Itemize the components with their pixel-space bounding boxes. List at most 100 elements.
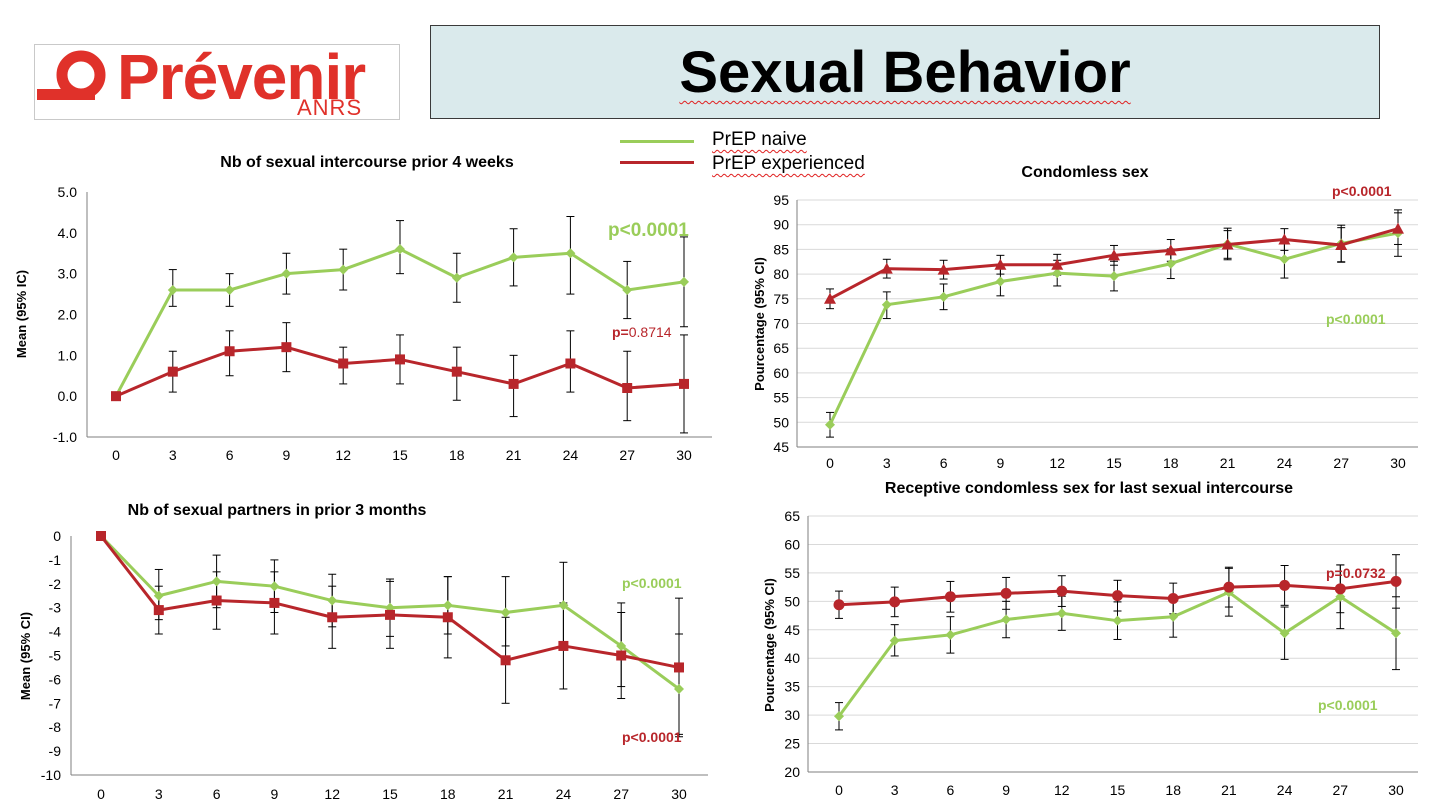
chart-partners: Nb of sexual partners in prior 3 months M… <box>18 502 708 802</box>
y-tick-label: 65 <box>773 340 789 356</box>
x-tick-label: 9 <box>271 786 279 802</box>
x-tick-label: 6 <box>940 455 948 471</box>
p-value-label: p<0.0001 <box>1332 183 1392 199</box>
y-tick-label: 50 <box>784 593 800 609</box>
x-tick-label: 15 <box>392 447 408 463</box>
data-point <box>1165 258 1176 269</box>
x-tick-label: 21 <box>1221 782 1237 798</box>
data-point <box>327 612 338 623</box>
data-point <box>565 358 576 369</box>
data-point <box>500 607 511 618</box>
y-tick-label: 5.0 <box>58 184 78 200</box>
data-point <box>1391 628 1401 639</box>
data-point <box>211 595 222 606</box>
x-tick-label: 21 <box>1220 455 1236 471</box>
data-point <box>1278 233 1291 245</box>
data-point <box>824 292 836 304</box>
x-tick-label: 9 <box>283 447 291 463</box>
y-tick-label: 1.0 <box>58 347 78 363</box>
data-point <box>889 596 901 608</box>
y-tick-label: -10 <box>41 767 61 783</box>
data-point <box>834 711 844 722</box>
data-point <box>1112 590 1123 602</box>
y-tick-label: 40 <box>784 650 800 666</box>
y-tick-label: 4.0 <box>58 225 78 241</box>
y-tick-label: 85 <box>773 241 789 257</box>
data-point <box>224 346 235 357</box>
data-point <box>674 683 684 694</box>
data-point <box>1056 585 1068 597</box>
y-tick-label: 75 <box>773 291 789 307</box>
data-point <box>616 650 627 661</box>
chart-receptive: Receptive condomless sex for last sexual… <box>762 480 1418 798</box>
data-point <box>1052 268 1063 279</box>
x-tick-label: 9 <box>997 455 1005 471</box>
data-point <box>1168 611 1179 622</box>
data-point <box>211 576 222 587</box>
legend-label-experienced: PrEP experienced <box>712 153 865 174</box>
data-point <box>1051 258 1064 270</box>
y-axis-label: Pourcentage (95% CI) <box>752 257 767 391</box>
data-point <box>338 358 349 369</box>
x-tick-label: 21 <box>498 786 514 802</box>
y-tick-label: 45 <box>784 622 800 638</box>
data-point <box>338 264 349 275</box>
y-tick-label: 70 <box>773 316 789 332</box>
y-axis-label: Mean (95% IC) <box>14 270 29 358</box>
chart-title: Nb of sexual partners in prior 3 months <box>128 502 427 519</box>
logo-wordmark: Prévenir <box>117 41 366 113</box>
data-point <box>1392 222 1404 234</box>
y-tick-label: -4 <box>49 624 62 640</box>
x-tick-label: 6 <box>213 786 221 802</box>
x-tick-label: 30 <box>676 447 692 463</box>
data-point <box>558 640 569 651</box>
y-tick-label: 55 <box>784 565 800 581</box>
y-tick-label: 30 <box>784 707 800 723</box>
data-point <box>1390 575 1402 587</box>
data-point <box>111 391 121 402</box>
x-tick-label: 12 <box>335 447 351 463</box>
x-tick-label: 24 <box>556 786 572 802</box>
y-tick-label: 60 <box>784 536 800 552</box>
data-point <box>1109 271 1119 282</box>
chart-title: Receptive condomless sex for last sexual… <box>885 480 1293 497</box>
x-tick-label: 30 <box>1390 455 1406 471</box>
x-tick-label: 3 <box>883 455 891 471</box>
y-tick-label: 35 <box>784 679 800 695</box>
y-tick-label: -5 <box>49 648 62 664</box>
y-tick-label: -6 <box>49 671 62 687</box>
data-point <box>622 285 633 295</box>
x-tick-label: 6 <box>947 782 955 798</box>
p-value-label: p<0.0001 <box>622 575 682 591</box>
logo-subtext: ANRS <box>297 95 363 120</box>
x-tick-label: 27 <box>613 786 629 802</box>
data-point <box>1334 583 1346 595</box>
data-point <box>327 595 338 606</box>
x-tick-label: 6 <box>226 447 234 463</box>
y-tick-label: 50 <box>773 414 789 430</box>
data-point <box>1223 581 1235 593</box>
data-point <box>880 262 893 274</box>
chart-title: Condomless sex <box>1021 164 1148 181</box>
data-point <box>153 605 164 616</box>
x-tick-label: 3 <box>169 447 177 463</box>
y-tick-label: 60 <box>773 365 789 381</box>
x-tick-label: 18 <box>449 447 465 463</box>
x-tick-label: 27 <box>619 447 635 463</box>
y-tick-label: 0 <box>53 528 61 544</box>
x-tick-label: 12 <box>1054 782 1070 798</box>
legend-label-naive: PrEP naive <box>712 129 807 150</box>
data-point <box>96 531 106 541</box>
x-tick-label: 9 <box>1002 782 1010 798</box>
data-point <box>995 276 1006 287</box>
p-value-label: p<0.0001 <box>622 729 682 745</box>
data-point <box>508 252 519 263</box>
data-point <box>508 378 519 389</box>
p-value-label: p<0.0001 <box>1318 697 1378 713</box>
x-tick-label: 0 <box>97 786 105 802</box>
x-tick-label: 12 <box>324 786 340 802</box>
data-point <box>1279 628 1290 639</box>
data-point <box>1167 592 1179 604</box>
